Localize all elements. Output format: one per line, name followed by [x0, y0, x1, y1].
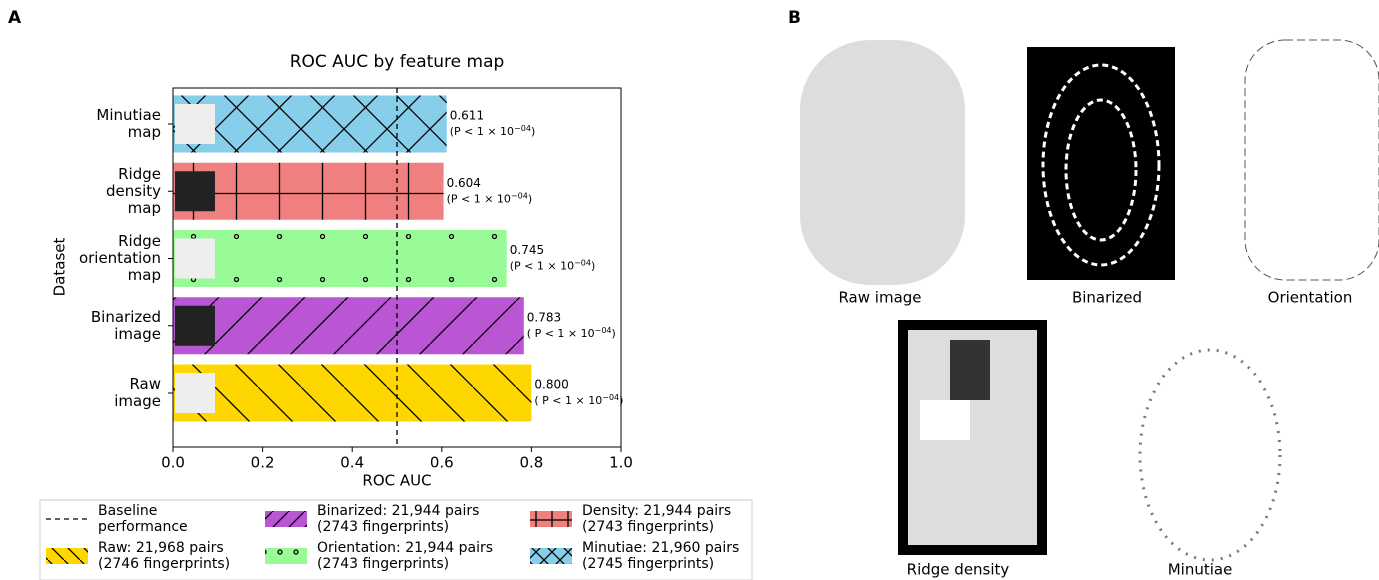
legend-label: Raw: 21,968 pairs: [98, 540, 224, 556]
legend-label: Minutiae: 21,960 pairs: [582, 540, 739, 556]
bar: [173, 365, 531, 422]
legend-handle: [265, 511, 307, 527]
x-tick-label: 0.6: [430, 454, 454, 472]
legend-label: (2745 fingerprints): [582, 556, 714, 572]
p-exponent: −04: [595, 325, 612, 334]
value-label: 0.604: [447, 176, 481, 190]
thumbnail: [175, 239, 215, 279]
x-tick-label: 0.4: [340, 454, 364, 472]
p-exponent: −04: [602, 393, 619, 402]
raw-image: [800, 40, 965, 285]
figure: A B ROC AUC by feature map ROC AUC Datas…: [0, 0, 1379, 580]
p-prefix: (P < 1 × 10: [447, 192, 511, 205]
caption: Raw image: [838, 289, 921, 307]
legend-label: (2743 fingerprints): [317, 519, 449, 535]
p-exponent: −04: [511, 191, 528, 200]
bar: [173, 297, 524, 354]
binarized-image: [1027, 47, 1175, 280]
y-tick-label: Ridge: [118, 232, 161, 250]
y-tick-label: map: [128, 123, 161, 141]
x-tick-label: 0.2: [251, 454, 275, 472]
thumbnail: [175, 373, 215, 413]
legend-label: Orientation: 21,944 pairs: [317, 540, 493, 556]
legend-handle: [265, 548, 307, 564]
p-label: (P < 1 × 10−04): [510, 258, 596, 273]
legend-label: (2743 fingerprints): [317, 556, 449, 572]
y-tick-label: Minutiae: [96, 106, 161, 124]
p-label: ( P < 1 × 10−04): [534, 393, 623, 408]
y-tick-label: map: [128, 199, 161, 217]
p-prefix: ( P < 1 × 10: [527, 327, 595, 340]
p-prefix: (P < 1 × 10: [510, 260, 574, 273]
caption: Orientation: [1268, 289, 1353, 307]
thumbnail: [175, 104, 215, 144]
chart-title: ROC AUC by feature map: [290, 52, 505, 72]
y-tick-label: orientation: [79, 249, 161, 267]
value-label: 0.783: [527, 310, 561, 324]
y-tick-label: Raw: [129, 375, 161, 393]
value-label: 0.800: [534, 378, 568, 392]
minutiae-image: [1140, 350, 1280, 560]
x-tick-label: 1.0: [609, 454, 633, 472]
legend-label: performance: [98, 519, 188, 535]
legend-label: Density: 21,944 pairs: [582, 503, 731, 519]
legend-handle: [46, 548, 88, 564]
p-prefix: (P < 1 × 10: [450, 125, 514, 138]
x-tick-label: 0.0: [161, 454, 185, 472]
legend-handle: [530, 548, 572, 564]
p-prefix: ( P < 1 × 10: [534, 394, 602, 407]
caption: Binarized: [1072, 289, 1142, 307]
y-tick-label: map: [128, 266, 161, 284]
density-cells: [950, 340, 990, 400]
legend-label: Binarized: 21,944 pairs: [317, 503, 479, 519]
thumbnail: [175, 171, 215, 211]
panel-letter: B: [788, 8, 801, 28]
p-exponent: −04: [514, 124, 531, 133]
p-label: ( P < 1 × 10−04): [527, 325, 616, 340]
thumbnail: [175, 306, 215, 346]
panel-letter: A: [8, 8, 22, 28]
p-suffix: ): [531, 125, 535, 138]
y-tick-label: Binarized: [91, 308, 161, 326]
p-exponent: −04: [574, 258, 591, 267]
y-tick-label: density: [106, 182, 161, 200]
p-suffix: ): [612, 327, 616, 340]
y-tick-label: Ridge: [118, 165, 161, 183]
p-suffix: ): [528, 192, 532, 205]
orientation-image: [1245, 40, 1379, 280]
y-axis-label: Dataset: [51, 238, 69, 297]
p-label: (P < 1 × 10−04): [447, 191, 533, 206]
legend-label: (2743 fingerprints): [582, 519, 714, 535]
y-tick-label: image: [114, 392, 161, 410]
caption: Ridge density: [907, 561, 1010, 579]
bar: [173, 230, 507, 287]
density-cells: [920, 400, 970, 440]
value-label: 0.745: [510, 243, 544, 257]
legend-handle: [530, 511, 572, 527]
legend-label: Baseline: [98, 503, 157, 519]
x-axis-label: ROC AUC: [362, 472, 431, 490]
legend-label: (2746 fingerprints): [98, 556, 230, 572]
p-suffix: ): [591, 260, 595, 273]
value-label: 0.611: [450, 109, 484, 123]
x-tick-label: 0.8: [519, 454, 543, 472]
p-label: (P < 1 × 10−04): [450, 124, 536, 139]
caption: Minutiae: [1168, 561, 1233, 579]
y-tick-label: image: [114, 325, 161, 343]
